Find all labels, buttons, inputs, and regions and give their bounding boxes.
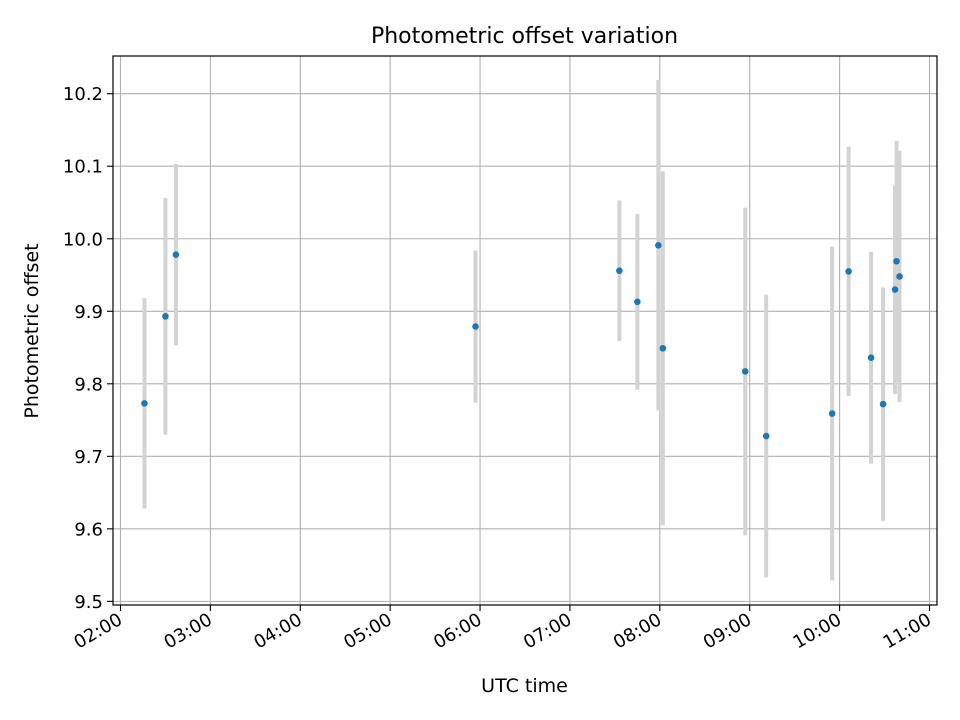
data-point xyxy=(741,368,749,375)
data-point xyxy=(659,344,667,352)
y-tick-label: 9.9 xyxy=(74,302,103,323)
y-axis-ticks: 9.5 9.6 9.7 9.8 9.9 10.0 10.1 10.2 xyxy=(63,84,113,613)
data-point xyxy=(893,257,900,265)
y-tick-label: 9.5 xyxy=(74,592,103,613)
data-point xyxy=(867,354,875,361)
data-point xyxy=(634,298,641,306)
data-point xyxy=(141,400,148,407)
data-point xyxy=(162,313,169,320)
grid xyxy=(113,56,937,605)
chart-title: Photometric offset variation xyxy=(371,24,678,49)
x-axis-label: UTC time xyxy=(481,675,568,697)
y-axis-label: Photometric offset xyxy=(21,243,43,418)
data-point xyxy=(879,400,887,408)
data-point xyxy=(828,410,836,417)
data-points xyxy=(141,241,903,440)
data-point xyxy=(891,286,899,293)
data-point xyxy=(472,323,479,330)
y-tick-label: 9.7 xyxy=(74,447,103,468)
y-tick-label: 10.1 xyxy=(63,157,103,178)
data-point xyxy=(616,267,623,274)
y-tick-label: 9.6 xyxy=(74,519,103,540)
y-tick-label: 10.0 xyxy=(63,229,103,250)
data-point xyxy=(172,251,180,259)
data-point xyxy=(762,432,770,440)
data-point xyxy=(896,273,903,280)
y-tick-label: 10.2 xyxy=(63,84,103,105)
data-point xyxy=(655,241,662,249)
axes-frame xyxy=(112,55,938,606)
y-tick-label: 9.8 xyxy=(74,374,103,395)
data-point xyxy=(845,268,852,275)
